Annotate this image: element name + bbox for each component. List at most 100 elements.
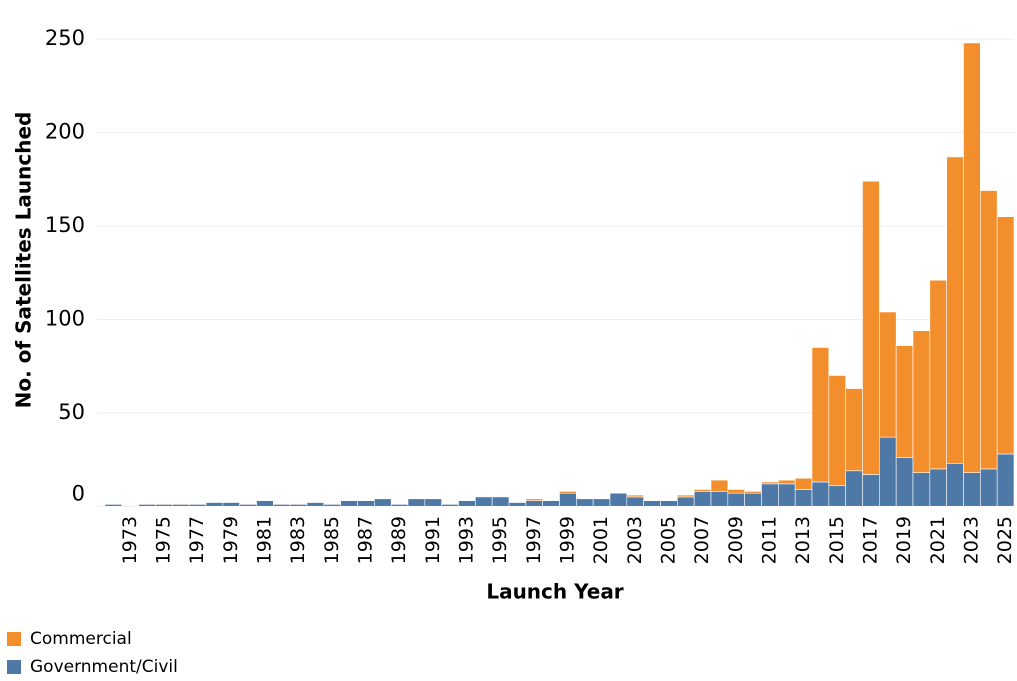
bar-segment — [289, 504, 308, 507]
y-tick-label: 250 — [45, 26, 85, 50]
x-tick-label: 1975 — [152, 516, 174, 564]
bar-segment — [727, 492, 745, 507]
y-tick-label: 0 — [72, 481, 85, 505]
bar-segment — [138, 504, 156, 507]
bar-segment — [963, 42, 981, 473]
bar-segment — [710, 491, 729, 507]
bar-segment — [929, 468, 947, 507]
x-tick-label: 2005 — [657, 516, 679, 564]
bar-segment — [340, 500, 358, 507]
bar-segment — [895, 345, 914, 458]
bar-segment — [525, 500, 543, 507]
x-tick-label: 1993 — [455, 516, 477, 564]
y-tick-label: 200 — [45, 120, 85, 144]
x-tick-label: 2003 — [624, 516, 646, 564]
bar-segment — [424, 498, 442, 507]
bar-segment — [491, 496, 510, 507]
y-tick-label: 150 — [45, 213, 85, 237]
bar-segment — [273, 504, 291, 507]
bar-segment — [374, 498, 392, 507]
x-tick-label: 2009 — [725, 516, 747, 564]
bar-segment — [761, 481, 779, 485]
bar-segment — [643, 500, 661, 507]
bar-segment — [879, 436, 897, 507]
bar-segment — [323, 504, 341, 507]
bar-segment — [559, 491, 577, 494]
x-tick-label: 1977 — [186, 516, 208, 564]
bar-segment — [390, 504, 409, 507]
x-tick-label: 1997 — [523, 516, 545, 564]
x-tick-label: 2025 — [994, 516, 1016, 564]
bar-segment — [222, 502, 240, 507]
bar-segment — [879, 311, 897, 438]
bar-segment — [912, 330, 931, 473]
x-tick-label: 1979 — [220, 516, 242, 564]
bar-segment — [980, 468, 998, 507]
bar-segment — [828, 375, 846, 487]
x-tick-label: 2015 — [826, 516, 848, 564]
y-tick-label: 50 — [58, 400, 85, 424]
bar-segment — [306, 502, 325, 507]
bar-segment — [626, 496, 644, 507]
bar-segment — [508, 502, 527, 507]
bar-segment — [727, 489, 745, 494]
bar-segment — [996, 453, 1015, 507]
x-tick-label: 1989 — [388, 516, 410, 564]
x-tick-label: 1973 — [119, 516, 141, 564]
x-tick-label: 1983 — [287, 516, 309, 564]
bar-segment — [475, 496, 493, 507]
bar-segment — [407, 498, 426, 507]
x-axis-title: Launch Year — [486, 580, 623, 604]
bar-segment — [828, 485, 846, 507]
x-tick-label: 1999 — [556, 516, 578, 564]
x-tick-label: 2007 — [691, 516, 713, 564]
x-tick-label: 2021 — [927, 516, 949, 564]
bar-segment — [980, 190, 998, 470]
x-tick-label: 2013 — [792, 516, 814, 564]
x-tick-label: 1991 — [422, 516, 444, 564]
bar-segment — [357, 500, 375, 507]
y-tick-label: 100 — [45, 306, 85, 330]
bar-segment — [104, 504, 123, 507]
x-tick-label: 2011 — [758, 516, 780, 564]
bar-segment — [559, 492, 577, 507]
y-axis-title: No. of Satellites Launched — [12, 112, 36, 409]
bar-segment — [811, 481, 830, 507]
bar-segment — [693, 489, 712, 492]
bar-segment — [996, 216, 1015, 455]
bar-segment — [963, 472, 981, 507]
bar-segment — [441, 504, 459, 507]
bar-segment — [609, 492, 628, 507]
bar-segment — [794, 477, 813, 490]
bar-segment — [744, 492, 762, 507]
legend-swatch — [7, 632, 21, 646]
bar-segment — [458, 500, 476, 507]
bar-segment — [205, 502, 224, 507]
bar-segment — [946, 156, 964, 464]
bar-segment — [576, 498, 594, 507]
x-tick-label: 2001 — [590, 516, 612, 564]
bar-segment — [525, 498, 543, 501]
legend-label: Government/Civil — [30, 657, 178, 677]
x-tick-label: 1981 — [253, 516, 275, 564]
bar-segment — [256, 500, 274, 507]
bar-segment — [155, 504, 173, 507]
bar-segment — [862, 180, 880, 475]
bar-segment — [778, 479, 796, 485]
x-tick-label: 2023 — [960, 516, 982, 564]
bar-segment — [929, 279, 947, 470]
bar-segment — [710, 479, 729, 492]
x-tick-label: 1987 — [354, 516, 376, 564]
bar-segment — [912, 472, 931, 507]
legend-label: Commercial — [30, 629, 132, 649]
bar-segment — [626, 494, 644, 498]
bar-segment — [862, 474, 880, 507]
bar-segment — [794, 489, 813, 507]
bar-segment — [188, 504, 207, 507]
bar-segment — [172, 504, 190, 507]
x-tick-label: 1995 — [489, 516, 511, 564]
bar-segment — [677, 496, 695, 507]
bar-segment — [946, 462, 964, 507]
bar-segment — [693, 491, 712, 507]
